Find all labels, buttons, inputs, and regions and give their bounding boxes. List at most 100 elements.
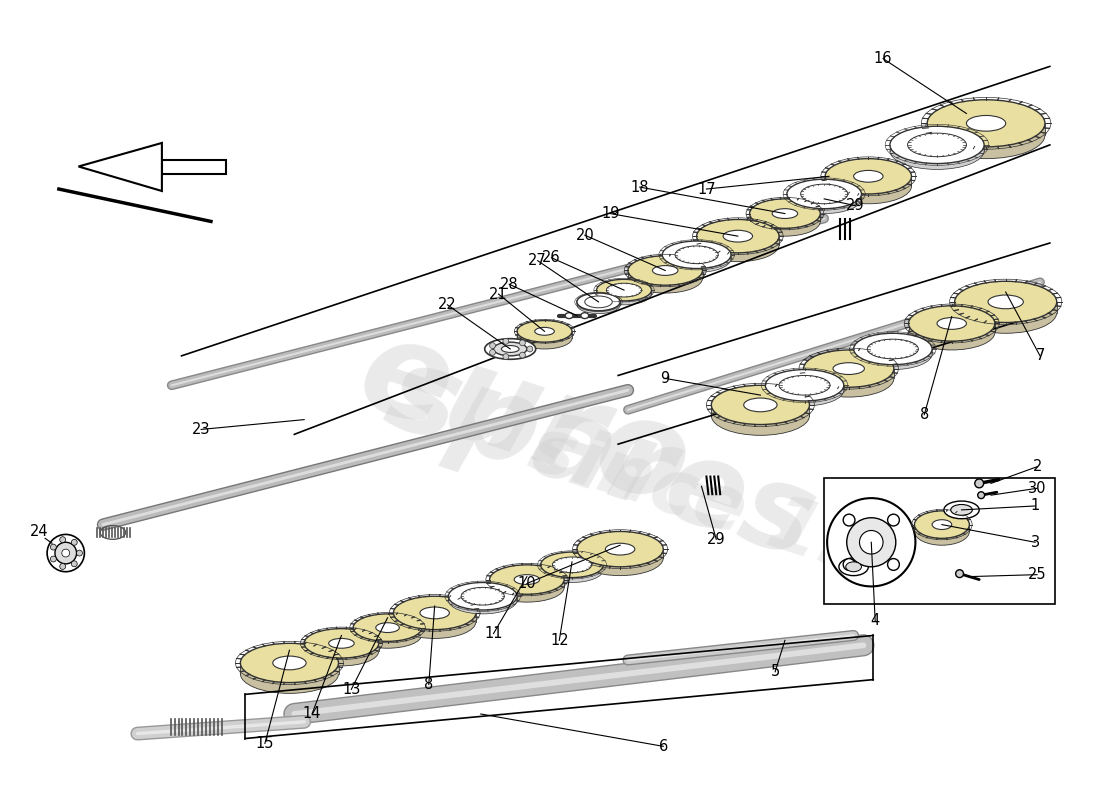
Circle shape — [519, 352, 526, 358]
Ellipse shape — [766, 374, 844, 406]
Ellipse shape — [485, 338, 536, 359]
Ellipse shape — [576, 296, 620, 314]
Ellipse shape — [490, 565, 564, 594]
Polygon shape — [749, 214, 821, 222]
Ellipse shape — [749, 199, 821, 228]
Text: 10: 10 — [518, 576, 536, 591]
Text: 8: 8 — [920, 407, 928, 422]
Text: 3: 3 — [1031, 534, 1040, 550]
Ellipse shape — [696, 219, 779, 253]
Text: 20: 20 — [575, 228, 594, 242]
Ellipse shape — [908, 133, 967, 157]
Circle shape — [72, 539, 77, 546]
Ellipse shape — [927, 111, 1045, 158]
Ellipse shape — [749, 206, 821, 236]
Polygon shape — [696, 236, 779, 245]
Text: 25: 25 — [1027, 567, 1046, 582]
Text: 23: 23 — [191, 422, 210, 437]
Ellipse shape — [517, 321, 572, 342]
Ellipse shape — [909, 306, 994, 341]
Text: 22: 22 — [438, 298, 456, 312]
Polygon shape — [927, 123, 1045, 135]
Polygon shape — [394, 613, 476, 622]
Ellipse shape — [988, 295, 1023, 309]
Ellipse shape — [914, 511, 969, 538]
Ellipse shape — [804, 360, 894, 397]
Text: 17: 17 — [697, 182, 716, 197]
Text: 26: 26 — [542, 250, 561, 266]
Ellipse shape — [62, 549, 69, 557]
Ellipse shape — [565, 313, 573, 318]
Ellipse shape — [606, 283, 641, 297]
Ellipse shape — [540, 557, 604, 582]
Ellipse shape — [932, 520, 952, 530]
Ellipse shape — [955, 282, 1057, 322]
Polygon shape — [628, 270, 703, 278]
Circle shape — [975, 479, 983, 488]
Ellipse shape — [47, 534, 85, 572]
Text: 13: 13 — [342, 682, 361, 697]
Ellipse shape — [329, 638, 354, 648]
Text: 6: 6 — [659, 739, 668, 754]
Ellipse shape — [766, 370, 844, 401]
Ellipse shape — [490, 573, 564, 602]
Polygon shape — [824, 478, 1055, 604]
Polygon shape — [517, 331, 572, 338]
Polygon shape — [576, 549, 663, 558]
Ellipse shape — [394, 596, 476, 630]
Ellipse shape — [305, 629, 378, 658]
Ellipse shape — [890, 126, 984, 163]
Ellipse shape — [502, 346, 519, 353]
Ellipse shape — [581, 313, 589, 318]
Text: 11: 11 — [484, 626, 503, 641]
Circle shape — [888, 558, 900, 570]
Ellipse shape — [576, 293, 620, 310]
Ellipse shape — [854, 338, 932, 370]
Ellipse shape — [950, 505, 972, 515]
Ellipse shape — [605, 543, 635, 555]
Text: 9: 9 — [661, 371, 670, 386]
Ellipse shape — [353, 614, 422, 642]
Ellipse shape — [827, 498, 915, 586]
Ellipse shape — [801, 184, 848, 204]
Ellipse shape — [461, 587, 504, 605]
Polygon shape — [305, 643, 378, 651]
Text: euro: euro — [343, 307, 705, 533]
Ellipse shape — [846, 562, 861, 572]
Circle shape — [519, 340, 526, 346]
Polygon shape — [712, 405, 810, 416]
Ellipse shape — [804, 350, 894, 387]
Text: 29: 29 — [846, 198, 865, 214]
Text: 18: 18 — [630, 179, 649, 194]
Circle shape — [527, 346, 532, 352]
Ellipse shape — [779, 375, 830, 395]
Polygon shape — [955, 302, 1057, 313]
Ellipse shape — [927, 100, 1045, 147]
Circle shape — [888, 514, 900, 526]
Ellipse shape — [712, 396, 810, 435]
Ellipse shape — [854, 170, 883, 182]
Ellipse shape — [517, 327, 572, 349]
Ellipse shape — [944, 501, 979, 518]
Ellipse shape — [628, 256, 703, 286]
Ellipse shape — [675, 246, 718, 264]
Ellipse shape — [241, 643, 339, 682]
Polygon shape — [914, 525, 969, 531]
Ellipse shape — [772, 209, 798, 218]
Ellipse shape — [662, 241, 732, 269]
Circle shape — [72, 561, 77, 566]
Polygon shape — [909, 323, 994, 332]
Text: 16: 16 — [873, 51, 892, 66]
Polygon shape — [78, 143, 162, 191]
Polygon shape — [804, 369, 894, 378]
Ellipse shape — [540, 552, 604, 578]
Ellipse shape — [449, 582, 517, 610]
Ellipse shape — [552, 557, 592, 573]
Ellipse shape — [914, 518, 969, 546]
Ellipse shape — [937, 318, 967, 330]
Ellipse shape — [662, 245, 732, 273]
Ellipse shape — [854, 334, 932, 365]
Circle shape — [490, 350, 495, 355]
Ellipse shape — [394, 605, 476, 638]
Circle shape — [503, 338, 509, 344]
